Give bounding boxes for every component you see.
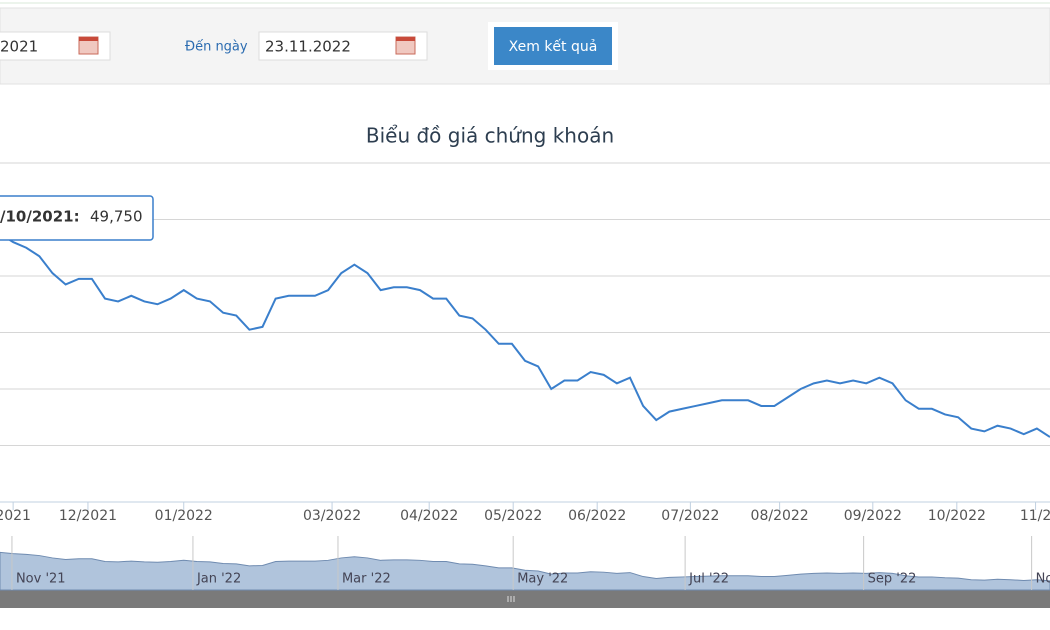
navigator-label: Nov '21 — [16, 572, 66, 587]
x-tick-label: 09/2022 — [844, 508, 902, 524]
navigator-label: Sep '22 — [868, 572, 917, 587]
x-tick-label: 07/2022 — [661, 508, 719, 524]
x-tick-label: 03/2022 — [303, 508, 361, 524]
x-tick-label: 05/2022 — [484, 508, 542, 524]
navigator-label: Jul '22 — [688, 572, 729, 587]
navigator-label: No — [1036, 572, 1050, 587]
x-tick-label: 10/2022 — [928, 508, 986, 524]
to-date: 23.11.2022 — [265, 38, 351, 56]
tooltip-value: 49,750 — [90, 208, 143, 226]
x-tick-label: 11/2 — [1020, 508, 1050, 524]
calendar-icon[interactable] — [78, 36, 99, 55]
button-label[interactable]: Xem kết quả — [509, 38, 598, 55]
x-tick-label: 08/2022 — [751, 508, 809, 524]
x-tick-label: 01/2022 — [155, 508, 213, 524]
from-date: 2021 — [0, 38, 38, 56]
x-tick-label: 04/2022 — [400, 508, 458, 524]
x-tick-label: 2021 — [0, 508, 31, 524]
x-tick-label: 06/2022 — [568, 508, 626, 524]
tooltip: /10/2021: 49,750 — [0, 195, 154, 241]
to-label: Đến ngày — [185, 40, 248, 55]
tooltip-box — [0, 195, 154, 241]
price-line — [0, 232, 1050, 438]
scrollbar-grip[interactable] — [507, 596, 515, 602]
calendar-icon[interactable] — [395, 36, 416, 55]
navigator-label: May '22 — [517, 572, 568, 587]
x-tick-label: 12/2021 — [59, 508, 117, 524]
tooltip-date: /10/2021: — [0, 208, 80, 226]
submit-button[interactable] — [494, 27, 612, 65]
chart-title: Biểu đồ giá chứng khoán — [366, 124, 614, 148]
scrollbar[interactable] — [0, 590, 1050, 608]
navigator-label: Jan '22 — [196, 572, 241, 587]
navigator-area — [0, 551, 1050, 591]
navigator-label: Mar '22 — [342, 572, 391, 587]
